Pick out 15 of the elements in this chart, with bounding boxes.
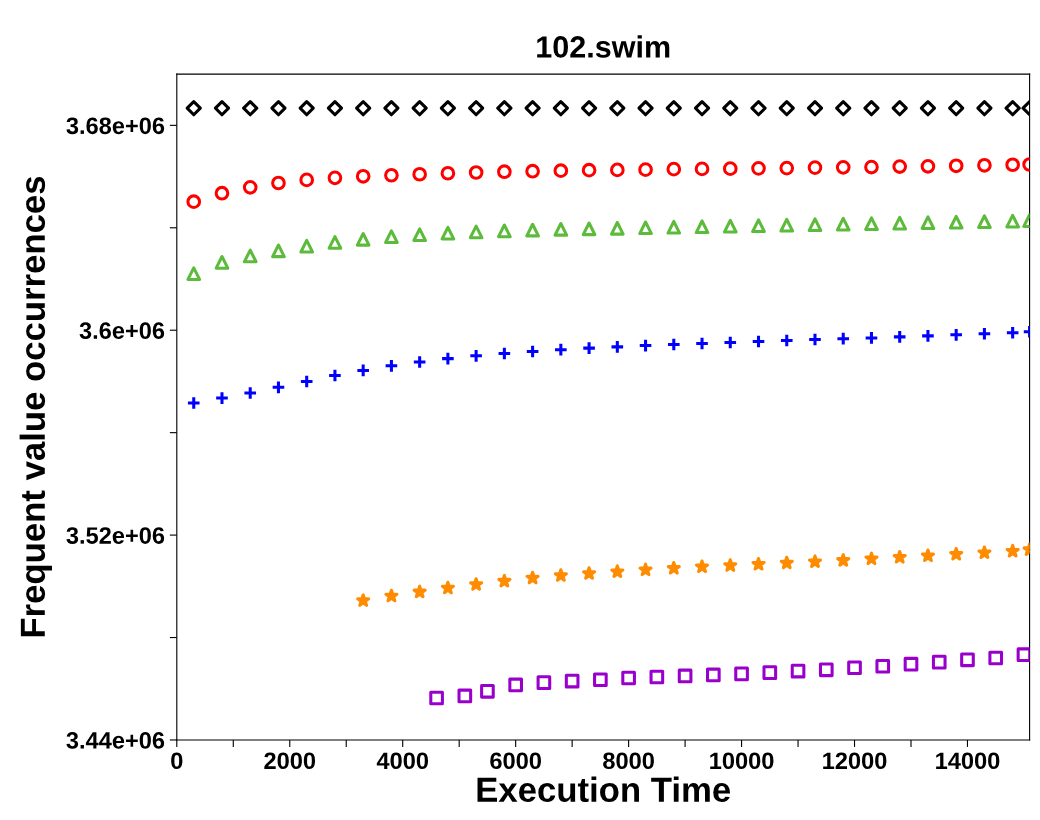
y-axis-title: Frequent value occurrences [19, 176, 52, 637]
y-tick-label: 3.52e+06 [66, 527, 165, 544]
y-tick-label: 3.68e+06 [66, 117, 165, 135]
y-tick-label: 3.44e+06 [66, 732, 165, 749]
x-tick-label: 10000 [710, 752, 774, 770]
x-axis-title: Execution Time [477, 776, 731, 803]
chart-title: 102.swim [537, 35, 670, 58]
x-tick-label: 14000 [936, 752, 1000, 770]
x-tick-label: 4000 [376, 752, 428, 770]
x-tick-label: 0 [171, 752, 183, 770]
x-tick-label: 8000 [603, 752, 654, 770]
x-tick-label: 2000 [264, 752, 316, 770]
x-tick-label: 12000 [823, 752, 887, 770]
y-tick-label: 3.6e+06 [79, 322, 165, 340]
x-tick-label: 6000 [490, 752, 541, 770]
